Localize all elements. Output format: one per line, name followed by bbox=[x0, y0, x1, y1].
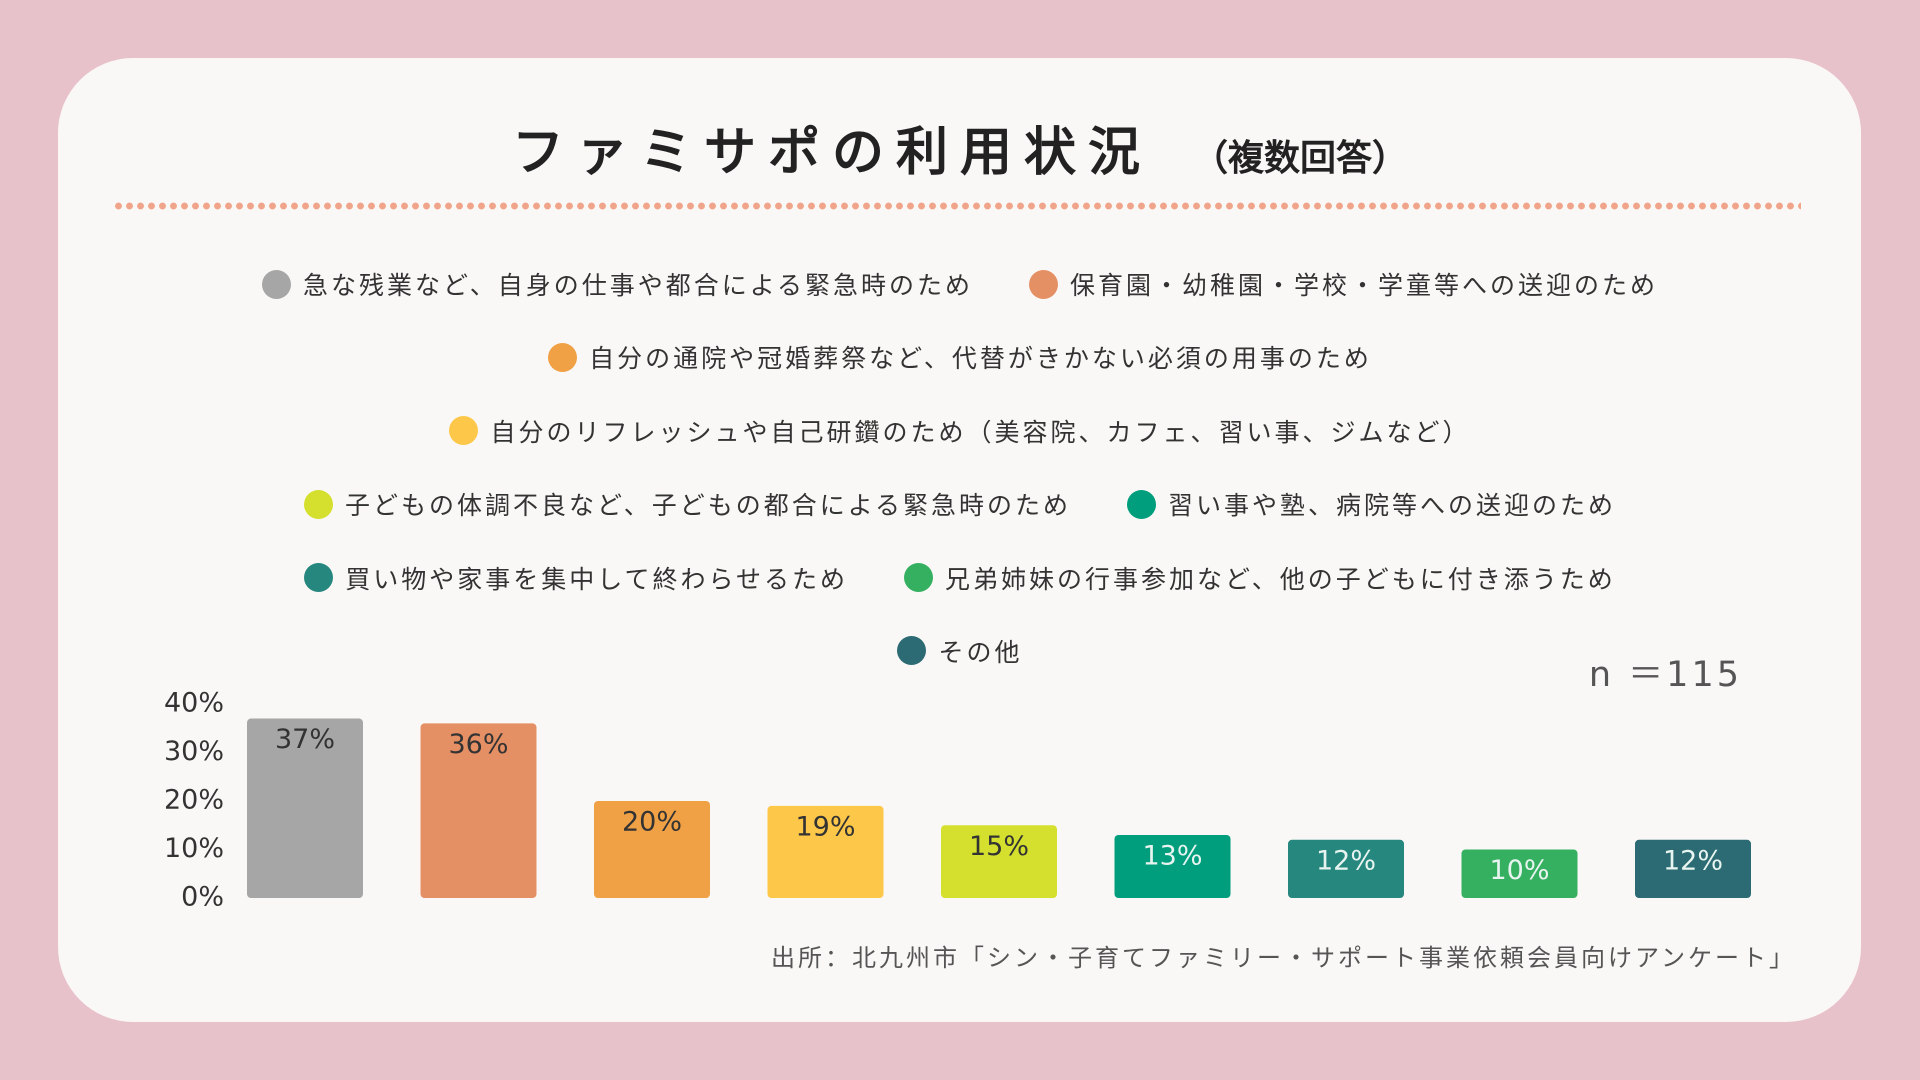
legend-row: その他 bbox=[0, 633, 1920, 706]
value-label: 37% bbox=[275, 724, 335, 755]
legend-label: 買い物や家事を集中して終わらせるため bbox=[345, 564, 848, 594]
legend-label: 保育園・幼稚園・学校・学童等への送迎のため bbox=[1070, 271, 1659, 300]
value-label: 20% bbox=[622, 807, 682, 838]
y-tick-label: 0% bbox=[181, 882, 224, 913]
legend-label: その他 bbox=[938, 637, 1023, 667]
dotted-divider bbox=[113, 202, 1801, 210]
source: 出所：北九州市「シン・子育てファミリー・サポート事業依頼会員向けアンケート」 bbox=[770, 944, 1796, 972]
y-tick-label: 20% bbox=[164, 785, 224, 816]
legend-row: 子どもの体調不良など、子どもの都合による緊急時のため 習い事や塾、病院等への送迎の… bbox=[0, 486, 1920, 559]
bar bbox=[1461, 849, 1578, 898]
value-label: 19% bbox=[795, 811, 855, 842]
legend-label: 自分のリフレッシュや自己研鑽のため（美容院、カフェ、習い事、ジムなど） bbox=[490, 417, 1471, 447]
value-label: 36% bbox=[448, 729, 508, 760]
legend-swatch bbox=[548, 342, 578, 372]
legend-swatch bbox=[303, 489, 333, 519]
legend-item: その他 bbox=[897, 633, 1022, 669]
chart-subtitle: （複数回答） bbox=[1192, 138, 1409, 179]
legend-swatch bbox=[1029, 269, 1058, 299]
value-label: 12% bbox=[1316, 845, 1376, 876]
legend-swatch bbox=[261, 269, 291, 299]
legend-row: 急な残業など、自身の仕事や都合による緊急時のため 保育園・幼稚園・学校・学童等への… bbox=[0, 266, 1920, 339]
legend-item: 習い事や塾、病院等への送迎のため bbox=[1127, 486, 1616, 522]
value-label: 15% bbox=[969, 831, 1029, 862]
legend-swatch bbox=[904, 563, 933, 593]
bar bbox=[1114, 834, 1231, 898]
value-label: 13% bbox=[1142, 840, 1202, 871]
legend-item: 買い物や家事を集中して終わらせるため bbox=[304, 560, 848, 596]
y-tick-label: 30% bbox=[164, 736, 224, 767]
legend-item: 自分の通院や冠婚葬祭など、代替がきかない必須の用事のため bbox=[548, 339, 1372, 375]
bar bbox=[594, 801, 710, 898]
legend-label: 急な残業など、自身の仕事や都合による緊急時のため bbox=[302, 271, 973, 300]
legend-label: 自分の通院や冠婚葬祭など、代替がきかない必須の用事のため bbox=[589, 344, 1372, 374]
y-tick-label: 40% bbox=[164, 688, 224, 719]
legend-item: 急な残業など、自身の仕事や都合による緊急時のため bbox=[261, 266, 973, 302]
legend-label: 子どもの体調不良など、子どもの都合による緊急時のため bbox=[344, 491, 1071, 521]
value-label: 10% bbox=[1489, 855, 1549, 886]
bar bbox=[1635, 839, 1751, 898]
title-block: ファミサポの利用状況 （複数回答） bbox=[0, 110, 1920, 185]
bar bbox=[1288, 839, 1404, 898]
legend-item: 保育園・幼稚園・学校・学童等への送迎のため bbox=[1029, 266, 1658, 302]
sample-size: n ＝115 bbox=[1588, 655, 1742, 695]
legend-row: 自分のリフレッシュや自己研鑽のため（美容院、カフェ、習い事、ジムなど） bbox=[0, 413, 1920, 486]
y-tick-label: 10% bbox=[164, 833, 224, 864]
legend-label: 兄弟姉妹の行事参加など、他の子どもに付き添うため bbox=[945, 564, 1616, 594]
chart-title: ファミサポの利用状況 bbox=[511, 123, 1152, 183]
legend-row: 買い物や家事を集中して終わらせるため 兄弟姉妹の行事参加など、他の子どもに付き添う… bbox=[0, 560, 1920, 633]
legend-item: 兄弟姉妹の行事参加など、他の子どもに付き添うため bbox=[904, 560, 1616, 596]
bar bbox=[941, 825, 1057, 898]
legend-item: 自分のリフレッシュや自己研鑽のため（美容院、カフェ、習い事、ジムなど） bbox=[449, 413, 1470, 449]
legend-item: 子どもの体調不良など、子どもの都合による緊急時のため bbox=[303, 486, 1071, 522]
bar bbox=[767, 805, 884, 898]
legend-swatch bbox=[304, 563, 334, 593]
bar bbox=[420, 723, 537, 898]
bar bbox=[247, 718, 363, 898]
legend-swatch bbox=[449, 416, 479, 446]
legend-swatch bbox=[897, 636, 927, 666]
value-label: 12% bbox=[1663, 845, 1723, 876]
legend-label: 習い事や塾、病院等への送迎のため bbox=[1168, 491, 1617, 521]
legend-swatch bbox=[1127, 489, 1156, 519]
legend-row: 自分の通院や冠婚葬祭など、代替がきかない必須の用事のため bbox=[0, 339, 1920, 412]
legend: 急な残業など、自身の仕事や都合による緊急時のため 保育園・幼稚園・学校・学童等への… bbox=[0, 266, 1920, 706]
